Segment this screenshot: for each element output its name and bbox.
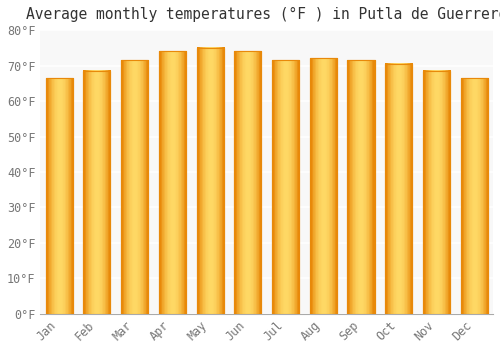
Bar (310, 58, 337, 314)
Bar (423, 71, 450, 314)
Bar (234, 51, 262, 314)
Bar (234, 51, 262, 314)
Bar (348, 60, 374, 314)
Bar (121, 60, 148, 314)
Bar (460, 78, 488, 314)
Bar (121, 60, 148, 314)
Bar (159, 51, 186, 314)
Bar (385, 64, 412, 314)
Bar (272, 60, 299, 314)
Bar (46, 78, 73, 314)
Bar (423, 71, 450, 314)
Bar (84, 71, 110, 314)
Bar (84, 71, 110, 314)
Bar (196, 48, 224, 314)
Bar (310, 58, 337, 314)
Bar (385, 64, 412, 314)
Bar (46, 78, 73, 314)
Bar (159, 51, 186, 314)
Bar (272, 60, 299, 314)
Bar (348, 60, 374, 314)
Title: Average monthly temperatures (°F ) in Putla de Guerrero: Average monthly temperatures (°F ) in Pu… (26, 7, 500, 22)
Bar (196, 48, 224, 314)
Bar (460, 78, 488, 314)
